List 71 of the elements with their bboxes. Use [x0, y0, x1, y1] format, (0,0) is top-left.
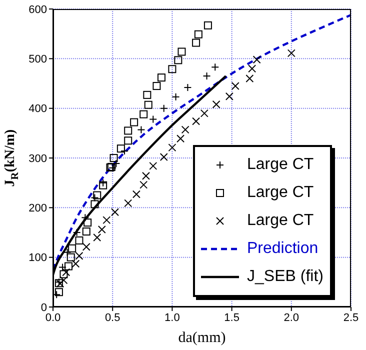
y-tick-label: 300: [28, 152, 47, 165]
x-tick-label: 2.5: [343, 312, 359, 324]
y-tick-label: 100: [28, 252, 47, 264]
point: [124, 136, 132, 145]
point: [143, 90, 152, 99]
point: [192, 117, 200, 126]
point: [93, 233, 102, 242]
point: [82, 228, 90, 236]
point: [98, 226, 106, 234]
point: [124, 199, 132, 208]
point: [140, 180, 148, 189]
point: [248, 64, 256, 73]
point: [149, 162, 158, 170]
point: [84, 218, 92, 227]
point: [160, 153, 168, 162]
point: [181, 126, 190, 134]
point: [168, 65, 176, 74]
legend-label: Large CT: [247, 212, 314, 230]
y-tick-label: 0: [40, 302, 47, 314]
point: [194, 30, 202, 38]
x-tick-label: 2.0: [284, 312, 300, 324]
point: [75, 236, 84, 244]
point: [252, 56, 261, 64]
point: [152, 82, 161, 90]
point: [225, 92, 234, 100]
x-tick-label: 0.5: [104, 312, 120, 324]
point: [176, 134, 185, 143]
point: [178, 48, 186, 56]
x-axis-title: da(mm): [178, 330, 226, 346]
x-tick-label: 1.0: [164, 312, 180, 324]
point: [82, 242, 90, 251]
y-tick-label: 600: [28, 4, 47, 16]
point: [68, 244, 76, 252]
point: [142, 172, 150, 180]
point: [287, 49, 296, 58]
point: [93, 191, 102, 200]
point: [157, 74, 166, 82]
point: [99, 181, 108, 190]
point: [231, 82, 240, 90]
legend-label: Large CT: [247, 156, 314, 174]
point: [200, 109, 208, 118]
point: [90, 200, 99, 208]
point: [174, 56, 182, 64]
point: [110, 154, 118, 162]
point: [204, 21, 212, 30]
y-tick-label: 400: [28, 103, 47, 116]
y-tick-label: 200: [28, 202, 47, 215]
point: [124, 126, 132, 135]
point: [66, 253, 75, 262]
point: [132, 190, 140, 198]
point: [212, 100, 220, 108]
point: [130, 118, 138, 126]
legend-label: Prediction: [247, 240, 318, 258]
point: [246, 74, 254, 83]
point: [54, 288, 63, 296]
y-tick-label: 500: [28, 54, 47, 66]
point: [144, 100, 152, 109]
point: [64, 262, 72, 270]
point: [192, 38, 200, 47]
x-tick-label: 1.5: [224, 312, 240, 324]
legend-label: Large CT: [247, 184, 314, 202]
legend-label: J_SEB (fit): [247, 268, 324, 286]
x-tick-label: 0.0: [45, 312, 61, 324]
point: [102, 216, 111, 224]
point: [116, 144, 125, 153]
point: [60, 270, 68, 278]
point: [72, 260, 80, 268]
point: [168, 144, 176, 152]
point: [110, 208, 119, 216]
point: [75, 252, 84, 260]
point: [140, 110, 148, 118]
